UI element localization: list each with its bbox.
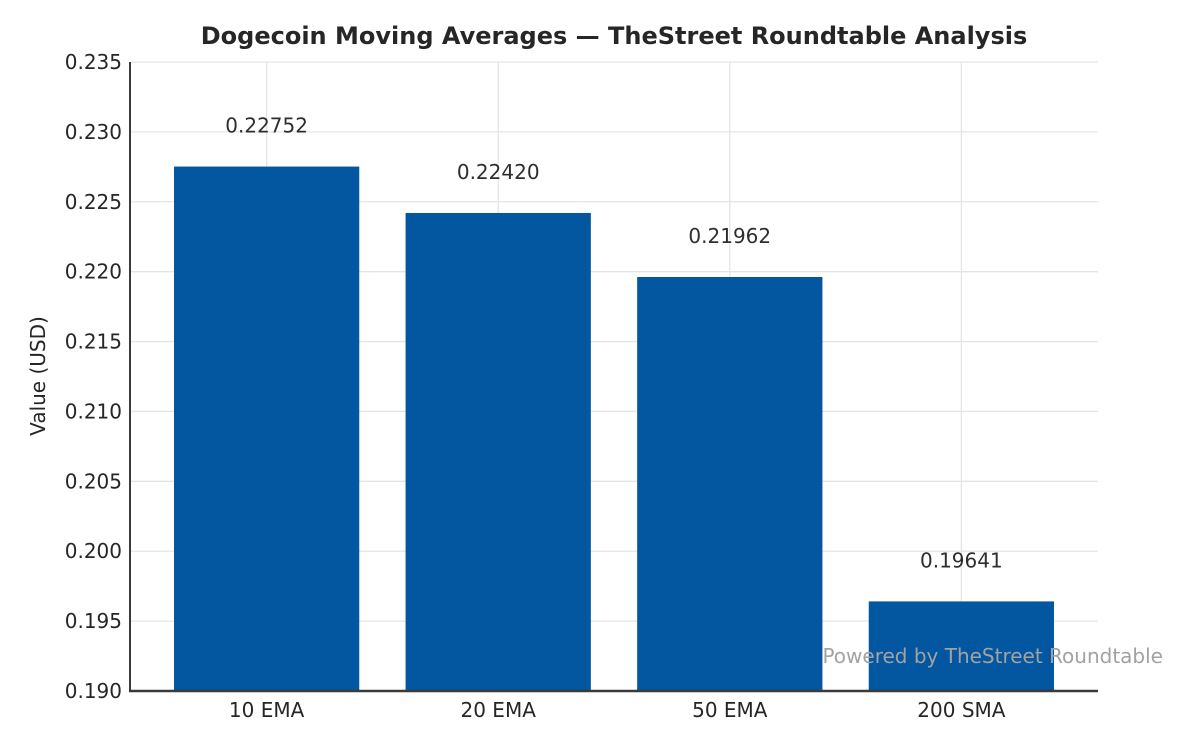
y-tick-label: 0.200 [65,539,122,563]
y-tick-label: 0.225 [65,190,122,214]
bar [637,276,823,691]
y-tick-label: 0.195 [65,609,122,633]
chart-title: Dogecoin Moving Averages — TheStreet Rou… [200,22,1028,50]
y-tick-label: 0.235 [65,50,122,74]
bar [174,166,360,691]
bar [405,212,591,691]
x-tick-label: 20 EMA [461,698,537,722]
bar-value-label: 0.21962 [688,224,771,248]
y-tick-label: 0.215 [65,330,122,354]
x-tick-label: 200 SMA [917,698,1005,722]
y-tick-label: 0.190 [65,679,122,703]
y-tick-label: 0.205 [65,469,122,493]
y-tick-label: 0.220 [65,260,122,284]
bar-value-label: 0.19641 [920,548,1003,572]
bar-value-label: 0.22752 [225,114,308,138]
bar-value-label: 0.22420 [457,160,540,184]
x-tick-label: 50 EMA [692,698,768,722]
y-tick-label: 0.230 [65,120,122,144]
y-tick-label: 0.210 [65,399,122,423]
x-tick-label: 10 EMA [229,698,305,722]
watermark: Powered by TheStreet Roundtable [822,644,1163,668]
bar [868,601,1054,691]
